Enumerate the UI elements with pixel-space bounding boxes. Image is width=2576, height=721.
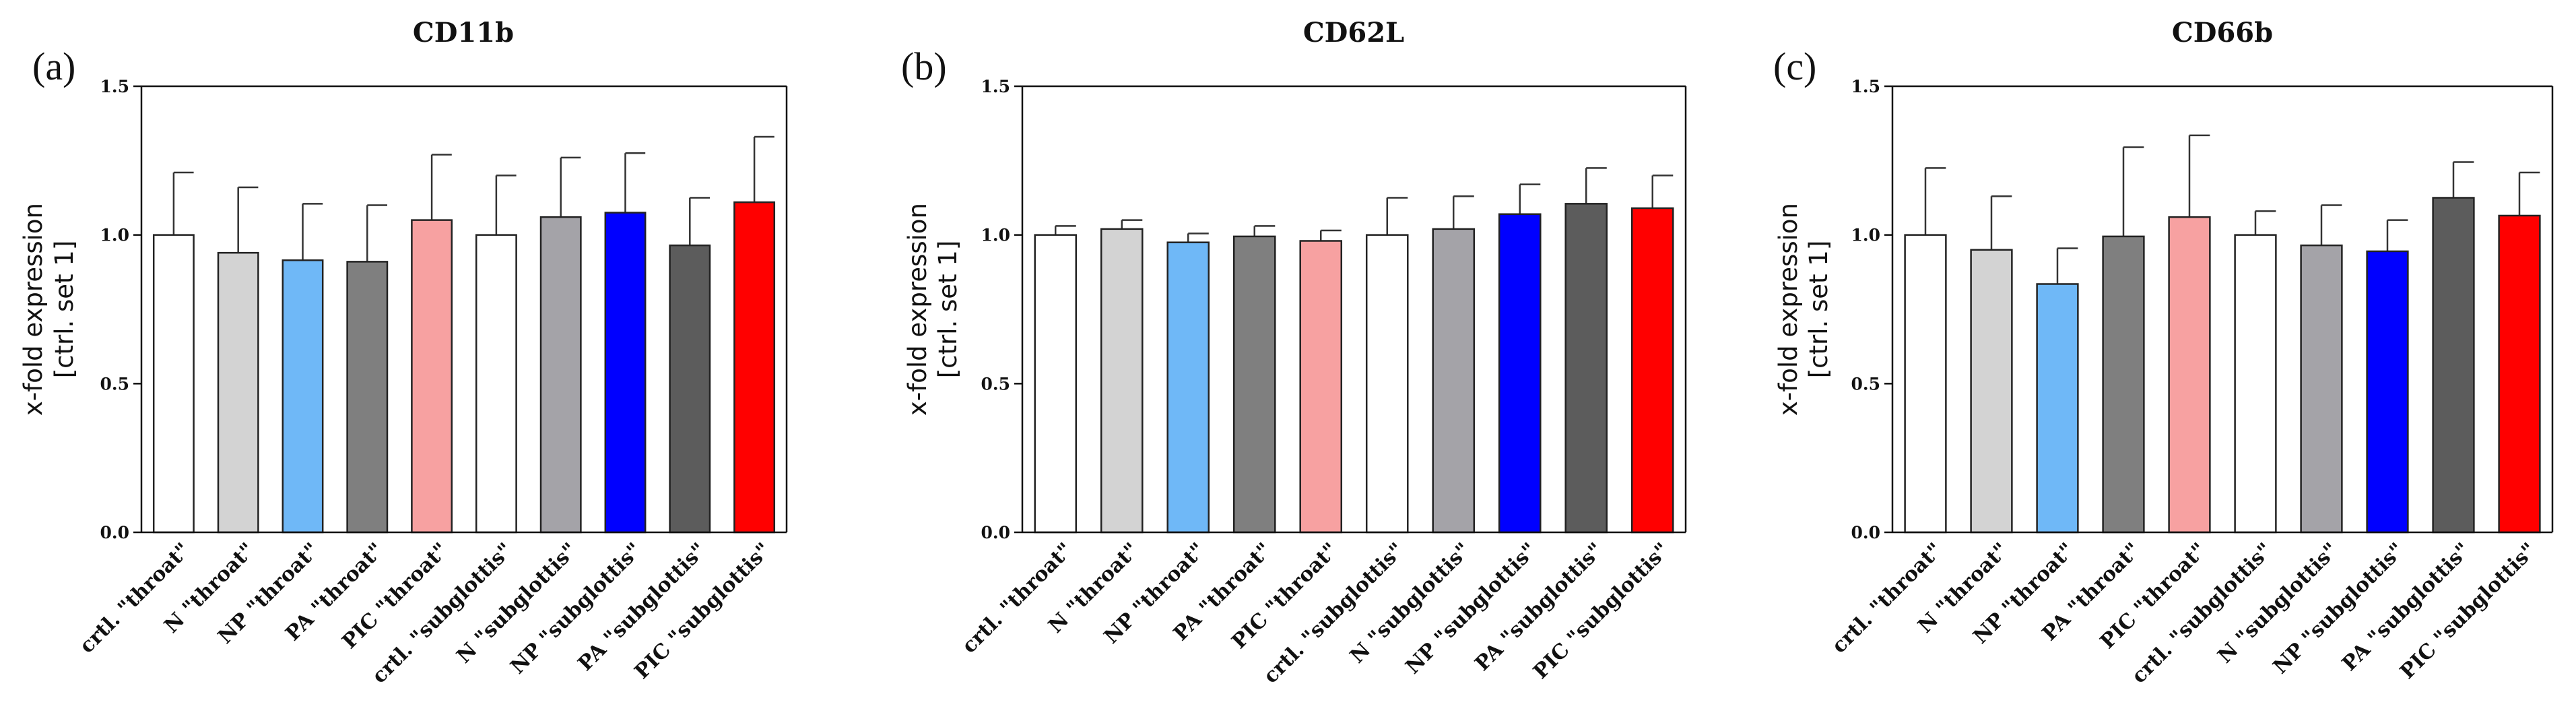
bar [669,244,711,534]
y-tick-label: 1.0 [100,226,130,245]
panel-letter: (a) [32,44,75,88]
bar [2432,197,2475,534]
y-axis-label-unit: [ctrl. set 1] [50,241,79,379]
bar [1365,234,1409,534]
bar [1498,213,1542,534]
bar [217,251,259,534]
y-tick-label: 1.0 [981,226,1011,245]
bar [2102,235,2145,534]
bar [604,212,647,534]
chart-title: CD11b [413,17,514,49]
y-axis-label-unit: [ctrl. set 1] [933,241,962,379]
y-tick-label: 0.5 [100,374,130,394]
y-tick-label: 0.0 [100,523,130,542]
y-tick-label: 0.0 [981,523,1011,542]
x-category-label: PA "subglottis" [1470,538,1608,676]
bar [411,219,453,534]
x-category-label: crtl. "throat" [1827,538,1947,658]
bar [1232,235,1276,534]
x-category-label: N "subglottis" [453,538,582,668]
bar [2366,250,2409,534]
y-tick-label: 1.5 [981,77,1011,96]
bar [1100,228,1144,534]
bar [733,201,776,534]
chart-title: CD62L [1303,17,1404,49]
y-axis-label: x-fold expression [1774,203,1803,416]
bar [2036,283,2079,534]
panel-letter: (c) [1773,44,1816,88]
bar [1564,203,1608,534]
bar [1630,207,1674,534]
chart-panel-2: CD62L (b) x-fold expression [ctrl. set 1] 0.… [901,17,1687,688]
bar [1034,234,1078,534]
chart-panel-3: CD66b (c) x-fold expression [ctrl. set 1] 0.… [1773,17,2554,688]
bar [2168,216,2211,534]
bar [539,216,582,534]
x-category-label: crtl. "throat" [75,538,195,658]
bar [282,259,324,534]
bar [346,261,389,534]
bar [2234,234,2277,534]
bar [1166,241,1210,534]
bar [152,234,195,534]
bar [1432,228,1476,534]
y-axis-label-unit: [ctrl. set 1] [1804,241,1833,379]
y-tick-label: 1.5 [1851,77,1881,96]
y-tick-label: 1.0 [1851,226,1881,245]
y-axis-label: x-fold expression [903,203,932,416]
chart-panel-1: CD11b (a) x-fold expression [ctrl. set 1] 0.… [19,17,788,688]
bar [1904,234,1947,534]
x-category-label: N "subglottis" [1346,538,1475,668]
bar [475,234,517,534]
panel-letter: (b) [901,44,947,88]
y-tick-label: 0.0 [1851,523,1881,542]
x-category-label: PA "subglottis" [2338,538,2475,676]
bar [1970,249,2013,534]
y-tick-label: 0.5 [1851,374,1881,394]
y-tick-label: 1.5 [100,77,130,96]
y-tick-label: 0.5 [981,374,1011,394]
y-axis-label: x-fold expression [19,203,48,416]
bar [2300,244,2343,534]
x-category-label: crtl. "throat" [958,538,1078,658]
chart-title: CD66b [2172,17,2273,49]
bar [2498,214,2541,534]
bar [1299,240,1343,534]
x-category-label: N "subglottis" [2214,538,2343,668]
